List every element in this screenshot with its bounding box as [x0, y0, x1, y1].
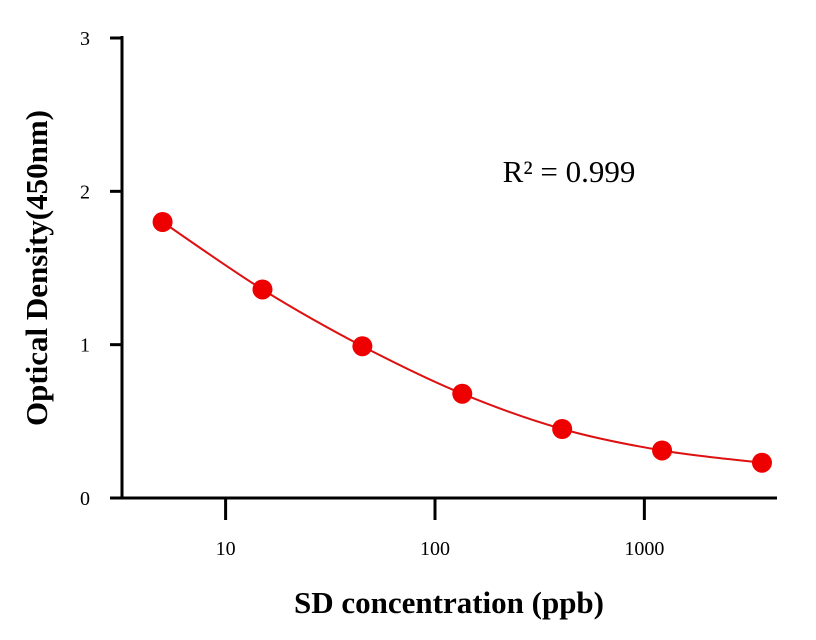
y-tick-label: 2: [80, 181, 90, 203]
ticks: 0 1 2 3 10 100 1000: [80, 28, 664, 560]
y-tick-label: 1: [80, 335, 90, 357]
axes: [120, 36, 777, 500]
x-axis-title: SD concentration (ppb): [294, 585, 604, 620]
data-point: [352, 336, 373, 357]
x-tick-label: 100: [420, 538, 450, 560]
data-point: [152, 212, 173, 232]
r-squared-annotation: R² = 0.999: [503, 154, 636, 189]
data-point: [252, 279, 273, 300]
data-point: [652, 440, 673, 461]
data-points-layer: [152, 212, 772, 473]
data-point: [452, 383, 473, 404]
data-point: [552, 419, 573, 439]
data-point: [751, 452, 772, 473]
y-tick-label: 0: [80, 488, 90, 510]
y-axis-title: Optical Density(450nm): [19, 110, 54, 426]
x-tick-label: 10: [216, 538, 236, 560]
fit-curve: [162, 221, 763, 464]
y-tick-label: 3: [80, 28, 90, 50]
x-tick-label: 1000: [624, 538, 664, 560]
fit-curve-layer: [162, 221, 763, 464]
